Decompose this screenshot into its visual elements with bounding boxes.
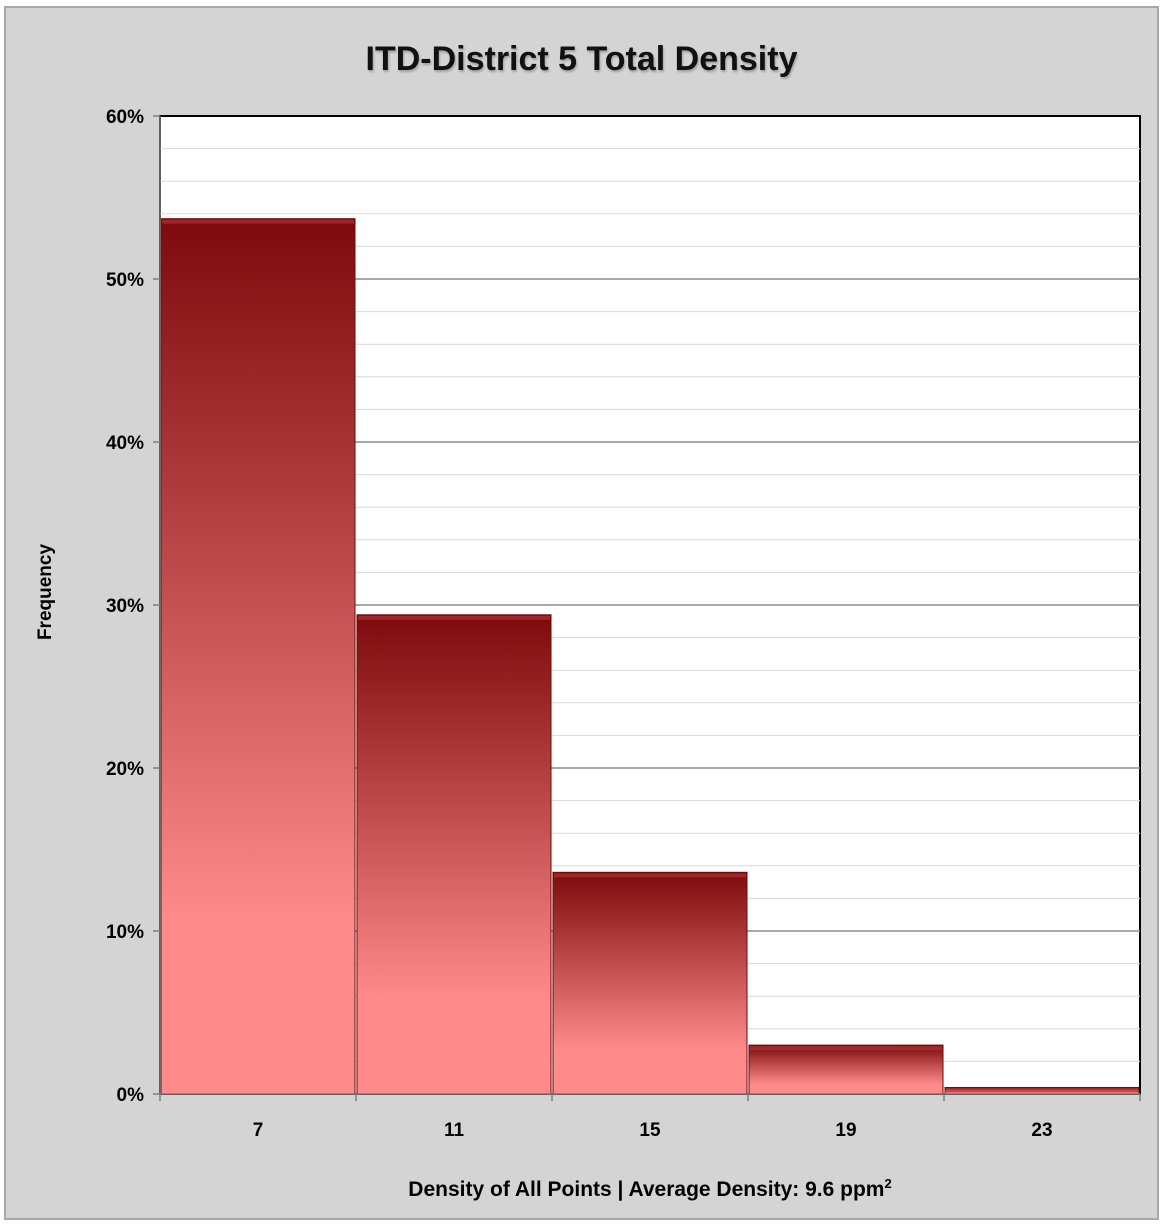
x-tick-label: 15 [639,1120,661,1141]
y-tick-label: 20% [106,759,144,780]
bar-highlight-19 [750,1046,942,1051]
x-axis-label: Density of All Points | Average Density:… [160,1176,1140,1202]
x-tick-label: 19 [835,1120,856,1141]
y-tick-label: 0% [117,1085,145,1106]
y-tick-label: 10% [106,922,144,943]
x-tick-label: 23 [1031,1120,1052,1141]
y-tick-label: 30% [106,596,144,617]
y-tick-label: 60% [106,107,144,128]
x-tick-label: 11 [444,1120,465,1141]
bar-19 [748,1044,944,1095]
y-tick-label: 40% [106,433,144,454]
x-axis-label-text: Density of All Points | Average Density:… [408,1178,885,1201]
bar-highlight-11 [358,615,550,620]
bar-highlight-23 [946,1088,1138,1093]
chart-title: ITD-District 5 Total Density [365,40,798,78]
x-axis-label-superscript: 2 [884,1176,892,1191]
bar-highlight-15 [554,873,746,878]
bar-7 [160,218,356,1095]
x-tick-label: 7 [253,1120,264,1141]
bar-11 [356,614,552,1095]
y-tick-label: 50% [106,270,144,291]
bar-15 [552,871,748,1095]
bar-highlight-7 [162,219,354,224]
